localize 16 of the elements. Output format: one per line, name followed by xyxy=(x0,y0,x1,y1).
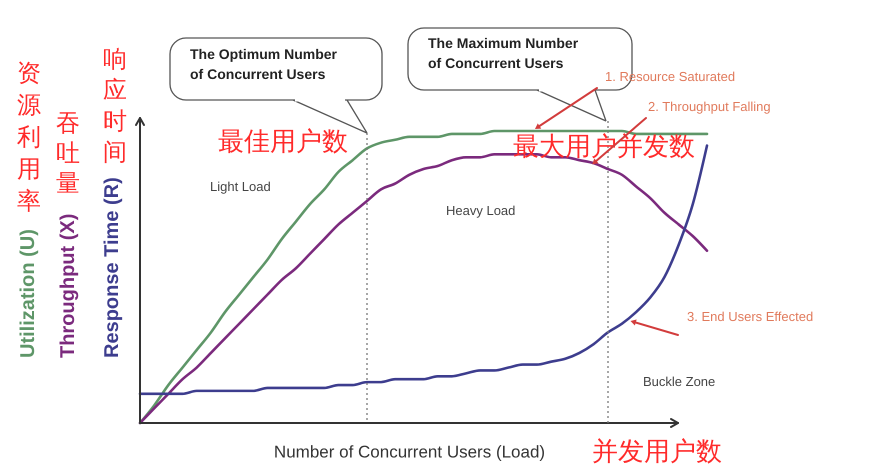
annotation: Light Load xyxy=(210,179,271,194)
text: Utilization (U) xyxy=(17,229,39,358)
text: The Optimum Number of Concurrent Users xyxy=(190,46,338,82)
text: Throughput (X) xyxy=(57,214,79,358)
text: The Maximum Number of Concurrent Users xyxy=(428,35,579,71)
annotation: Heavy Load xyxy=(446,203,516,218)
annotation: 3. End Users Effected xyxy=(687,309,814,324)
x-axis-title: Number of Concurrent Users (Load) xyxy=(274,442,546,462)
annotation: 最佳用户数 xyxy=(218,126,348,156)
text: 资源利用率 xyxy=(17,60,41,215)
text: 响应时间 xyxy=(103,46,127,166)
text: 吞吐量 xyxy=(56,110,80,197)
text: Response Time (R) xyxy=(101,177,123,358)
text: 2. Throughput Falling xyxy=(648,99,771,114)
annotation: Buckle Zone xyxy=(643,374,716,389)
text: 并发用户数 xyxy=(592,436,722,466)
